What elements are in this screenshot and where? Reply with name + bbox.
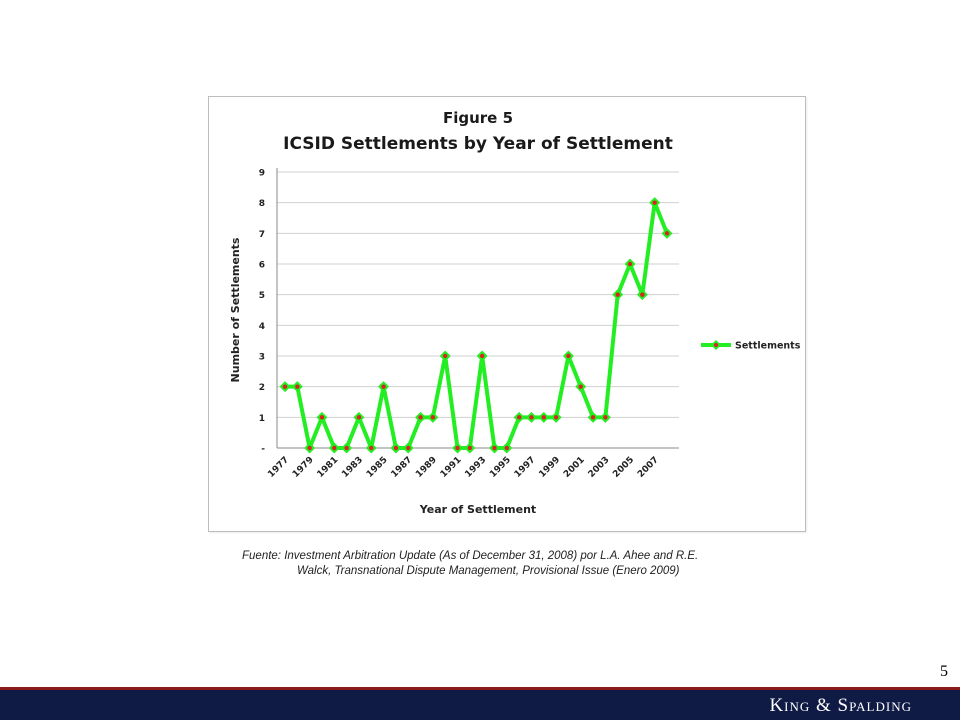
- data-point-center: [393, 445, 399, 451]
- y-tick-label: 4: [259, 322, 265, 332]
- source-citation: Fuente: Investment Arbitration Update (A…: [242, 549, 802, 579]
- chart-subtitle: ICSID Settlements by Year of Settlement: [283, 134, 673, 154]
- data-point-center: [615, 292, 620, 297]
- data-point-center: [307, 445, 312, 451]
- brand-logo-text: King & Spalding: [769, 695, 912, 716]
- legend-label: Settlements: [735, 341, 801, 352]
- data-point-center: [356, 415, 362, 420]
- chart-svg: Figure 5 ICSID Settlements by Year of Set…: [229, 109, 801, 516]
- x-tick-label: 1977: [266, 455, 291, 480]
- data-point-center: [566, 353, 571, 359]
- y-tick-label: 9: [259, 169, 265, 179]
- data-point-center: [529, 415, 534, 420]
- x-tick-label: 1979: [291, 455, 316, 480]
- data-point-center: [492, 445, 497, 451]
- x-tick-label: 1997: [513, 455, 538, 480]
- x-tick-label: 1985: [365, 455, 390, 480]
- x-tick-label: 2007: [636, 455, 661, 480]
- source-line-2: Walck, Transnational Dispute Management,…: [297, 565, 680, 577]
- data-point-center: [479, 353, 485, 359]
- x-tick-label: 2003: [587, 455, 612, 480]
- chart-title: Figure 5: [443, 109, 513, 127]
- x-tick-label: 1989: [414, 455, 439, 480]
- data-point-center: [516, 415, 522, 420]
- chart-frame: Figure 5 ICSID Settlements by Year of Set…: [208, 96, 806, 532]
- y-tick-label: 7: [259, 230, 265, 240]
- y-tick-label: 1: [259, 414, 265, 424]
- data-point-center: [664, 231, 670, 236]
- data-point-center: [369, 445, 374, 451]
- data-point-center: [627, 261, 633, 267]
- x-tick-label: 1983: [340, 455, 365, 480]
- y-tick-label: 8: [259, 199, 265, 209]
- data-point-center: [442, 353, 448, 359]
- footer-bar: King & Spalding: [0, 687, 960, 720]
- data-point-center: [344, 445, 349, 451]
- data-point-center: [282, 384, 288, 389]
- legend-marker-center: [714, 343, 718, 347]
- data-point-center: [504, 445, 510, 451]
- x-tick-label: 1993: [463, 455, 488, 480]
- y-tick-label: 3: [259, 353, 265, 363]
- page-number: 5: [940, 663, 948, 680]
- data-point-center: [578, 384, 583, 389]
- data-point-center: [319, 415, 325, 420]
- y-tick-label: 2: [259, 383, 265, 393]
- data-point-center: [455, 445, 460, 451]
- x-tick-label: 1991: [439, 455, 464, 480]
- y-axis-label: Number of Settlements: [229, 237, 242, 382]
- x-tick-label: 2001: [562, 455, 587, 480]
- data-point-center: [603, 415, 608, 420]
- data-point-center: [590, 415, 596, 420]
- data-point-center: [332, 445, 337, 451]
- y-tick-label: 5: [259, 291, 265, 301]
- data-point-center: [640, 292, 645, 297]
- data-point-center: [406, 445, 411, 451]
- data-point-center: [652, 200, 657, 205]
- data-point-center: [295, 384, 300, 389]
- source-line-1: Fuente: Investment Arbitration Update (A…: [242, 550, 699, 562]
- x-tick-label: 1999: [537, 455, 562, 480]
- x-axis-label: Year of Settlement: [419, 503, 536, 516]
- x-tick-label: 1987: [390, 455, 415, 480]
- data-point-center: [541, 415, 546, 420]
- data-point-center: [430, 415, 436, 420]
- data-point-center: [381, 384, 386, 389]
- y-tick-label: 6: [259, 261, 265, 271]
- data-point-center: [553, 415, 559, 420]
- x-tick-label: 1995: [488, 455, 513, 480]
- y-tick-label: -: [261, 445, 265, 455]
- x-tick-label: 1981: [316, 455, 341, 480]
- data-point-center: [467, 445, 473, 451]
- x-tick-label: 2005: [611, 455, 636, 480]
- data-point-center: [418, 415, 423, 420]
